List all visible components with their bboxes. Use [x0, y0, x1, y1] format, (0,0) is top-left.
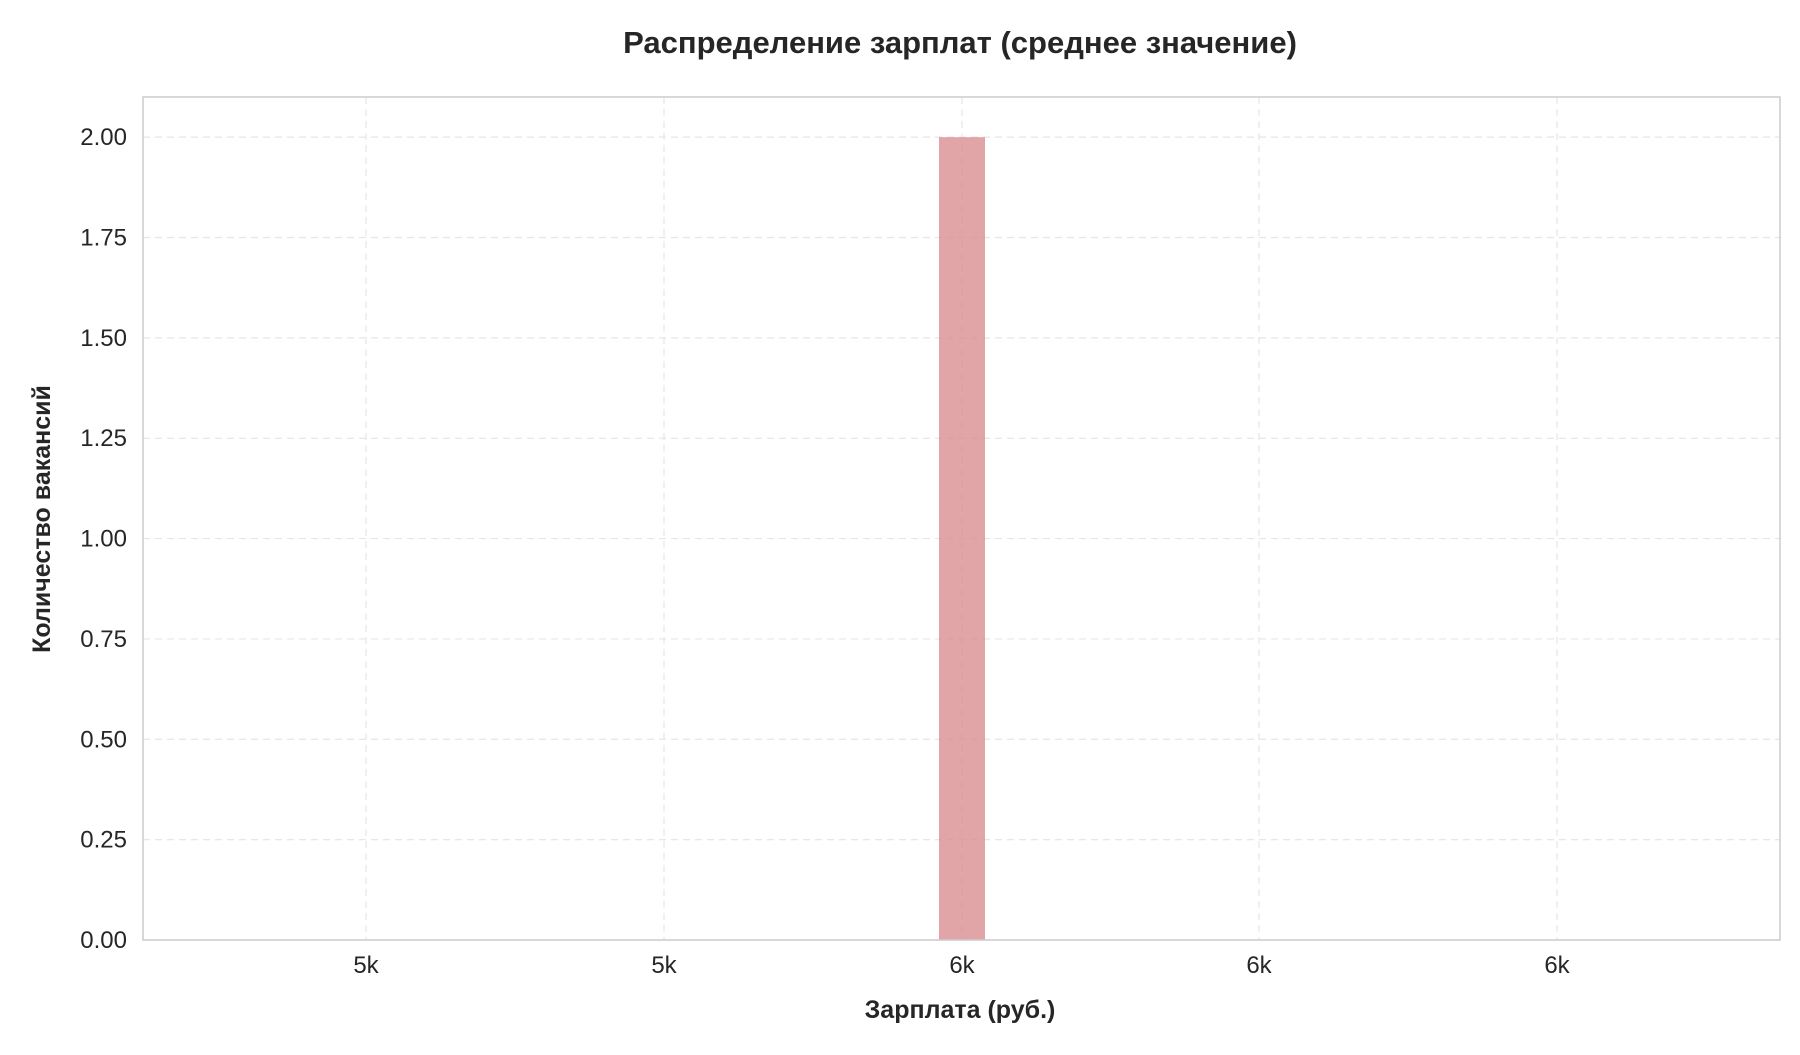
y-tick-label: 1.00: [80, 526, 127, 553]
x-tick-label: 6k: [1544, 952, 1570, 979]
x-axis-label: Зарплата (руб.): [865, 996, 1056, 1024]
y-tick-label: 0.50: [80, 726, 127, 753]
y-tick-label: 0.25: [80, 827, 127, 854]
histogram-bar: [939, 137, 985, 940]
y-tick-label: 1.50: [80, 325, 127, 352]
x-tick-label: 5k: [353, 952, 379, 979]
y-tick-label: 0.75: [80, 626, 127, 653]
bars-layer: [939, 137, 985, 940]
y-tick-label: 1.25: [80, 425, 127, 452]
x-tick-label: 6k: [949, 952, 975, 979]
y-tick-label: 2.00: [80, 124, 127, 151]
chart-title: Распределение зарплат (среднее значение): [623, 25, 1297, 60]
y-ticks-layer: 0.00 0.25 0.50 0.75 1.00 1.25 1.50 1.75 2.00: [80, 124, 127, 954]
x-tick-label: 5k: [651, 952, 677, 979]
y-tick-label: 1.75: [80, 225, 127, 252]
y-tick-label: 0.00: [80, 927, 127, 954]
x-tick-label: 6k: [1246, 952, 1272, 979]
y-axis-label: Количество вакансий: [28, 385, 56, 653]
